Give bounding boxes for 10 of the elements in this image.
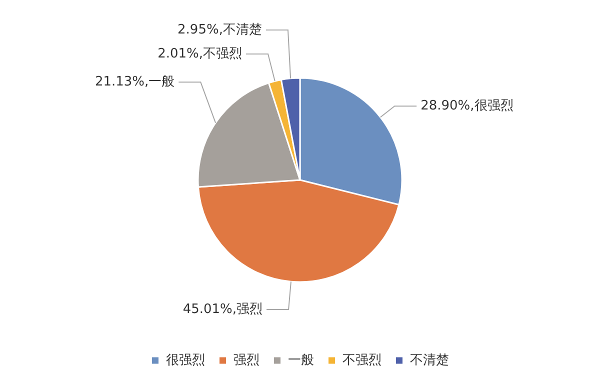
legend-label: 很强烈 bbox=[166, 352, 205, 368]
data-label: 45.01%,强烈 bbox=[182, 302, 263, 317]
legend-label: 强烈 bbox=[233, 352, 260, 368]
data-label: 28.90%,很强烈 bbox=[420, 98, 514, 114]
data-label: 21.13%,一般 bbox=[94, 74, 175, 90]
legend-label: 不强烈 bbox=[342, 352, 382, 368]
data-label: 2.95%,不清楚 bbox=[178, 22, 262, 38]
legend-label: 一般 bbox=[288, 352, 314, 368]
legend-label: 不清楚 bbox=[410, 352, 449, 368]
data-label: 2.01%,不强烈 bbox=[158, 46, 242, 62]
